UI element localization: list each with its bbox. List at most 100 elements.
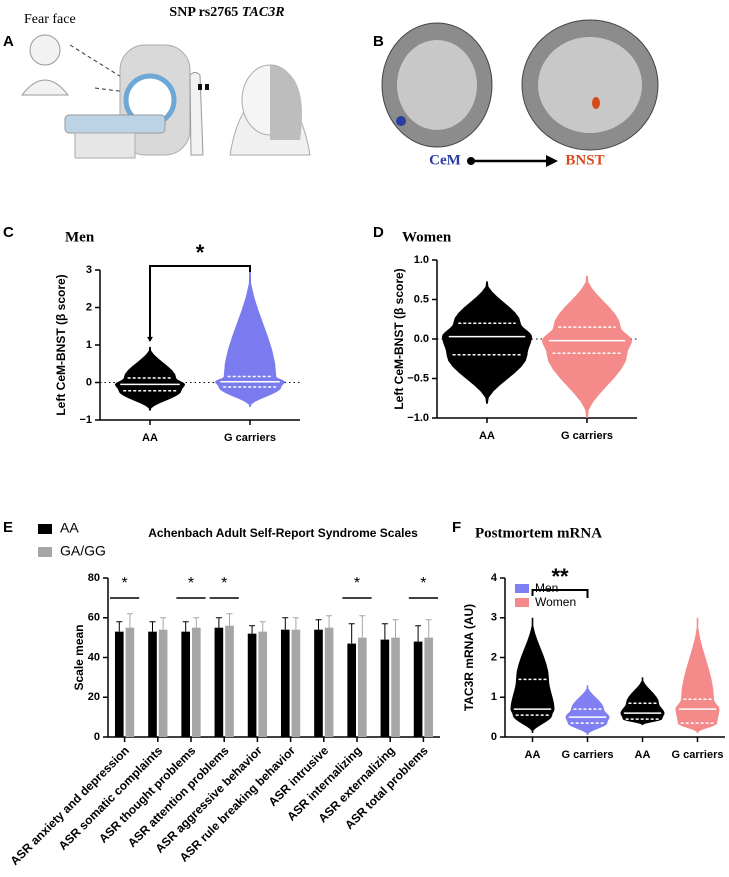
error-bar xyxy=(116,621,123,632)
error-bar xyxy=(292,617,299,630)
panel-letter: B xyxy=(373,33,384,50)
significance-label: * xyxy=(354,575,360,592)
bar xyxy=(158,629,168,737)
bar xyxy=(125,627,135,737)
x-tick-label: G carriers xyxy=(224,432,276,444)
panel-letter: E xyxy=(3,519,13,536)
title-gene: TAC3R xyxy=(242,5,285,20)
bar xyxy=(192,627,201,737)
y-tick-label: 1 xyxy=(491,691,497,703)
significance-bracket xyxy=(149,265,251,341)
chart-title: Postmortem mRNA xyxy=(475,525,602,541)
bar xyxy=(148,631,157,737)
bar xyxy=(358,637,367,737)
error-bar xyxy=(326,615,333,628)
y-tick-label: −0.5 xyxy=(407,372,429,384)
y-tick-label: −1 xyxy=(79,414,92,426)
y-tick-label: 20 xyxy=(88,691,100,703)
violin xyxy=(442,281,532,404)
error-bar xyxy=(149,621,156,632)
x-tick-label: AA xyxy=(142,432,158,444)
y-tick-label: 2 xyxy=(86,301,92,313)
y-axis-label: Scale mean xyxy=(72,624,86,690)
bar xyxy=(181,631,190,737)
bar xyxy=(380,639,390,737)
x-tick-label: AA xyxy=(525,749,541,761)
y-axis-label: Left CeM-BNST (β score) xyxy=(54,274,68,415)
bar xyxy=(280,629,290,737)
bar xyxy=(413,641,423,737)
bar xyxy=(114,631,124,737)
bar xyxy=(214,627,224,737)
significance-label: * xyxy=(188,575,194,592)
y-tick-label: −1.0 xyxy=(407,412,429,424)
x-tick-label: AA xyxy=(635,749,651,761)
chart-title: Women xyxy=(402,229,452,245)
significance-label: * xyxy=(420,575,426,592)
chart-title: Achenbach Adult Self-Report Syndrome Sca… xyxy=(148,526,418,540)
y-tick-label: 0 xyxy=(86,376,92,388)
panel-letter: D xyxy=(373,224,384,241)
stimulus-label: Fear face xyxy=(24,12,76,27)
significance-label: * xyxy=(196,240,205,265)
bar xyxy=(324,627,334,737)
error-bar xyxy=(425,619,432,638)
panel-letter: F xyxy=(452,519,461,536)
y-tick-label: 1.0 xyxy=(414,254,429,266)
bar xyxy=(291,629,301,737)
violin xyxy=(510,617,555,734)
y-axis-label: TAC3R mRNA (AU) xyxy=(462,604,476,711)
legend-swatch xyxy=(38,524,52,534)
y-tick-label: 40 xyxy=(88,651,100,663)
y-tick-label: 2 xyxy=(491,651,497,663)
error-bar xyxy=(182,621,189,632)
x-tick-label: G carriers xyxy=(672,749,724,761)
violin xyxy=(565,685,610,736)
bar xyxy=(391,637,400,737)
bar xyxy=(225,625,234,737)
error-bar xyxy=(226,613,233,626)
x-tick-label: G carriers xyxy=(562,749,614,761)
significance-bracket xyxy=(531,589,589,598)
error-bar xyxy=(348,623,355,644)
significance-label: * xyxy=(121,575,127,592)
error-bar xyxy=(160,617,167,630)
x-tick-label: AA xyxy=(479,430,495,442)
figure-title: SNP rs2765 TAC3R xyxy=(169,5,284,20)
legend-swatch xyxy=(38,547,52,557)
panel-letter: C xyxy=(3,224,14,241)
bar xyxy=(424,637,434,737)
error-bar xyxy=(282,617,289,630)
error-bar xyxy=(259,621,266,632)
y-axis-label: Left CeM-BNST (β score) xyxy=(392,268,406,409)
y-tick-label: 4 xyxy=(491,572,498,584)
bar xyxy=(347,643,356,737)
significance-label: ** xyxy=(551,564,569,589)
error-bar xyxy=(249,625,256,634)
bar xyxy=(258,631,268,737)
y-tick-label: 0.5 xyxy=(414,293,429,305)
region-label: CeM xyxy=(429,152,461,168)
error-bar xyxy=(359,615,366,638)
bar xyxy=(314,629,323,737)
error-bar xyxy=(126,613,133,628)
legend-label: Men xyxy=(535,581,558,595)
error-bar xyxy=(415,625,422,642)
error-bar xyxy=(392,619,399,638)
panel-letter: A xyxy=(3,33,14,50)
y-tick-label: 3 xyxy=(491,612,497,624)
error-bar xyxy=(381,623,388,640)
y-tick-label: 0.0 xyxy=(414,333,429,345)
y-tick-label: 80 xyxy=(88,572,100,584)
error-bar xyxy=(315,619,322,630)
legend-label: AA xyxy=(60,520,79,536)
error-bar xyxy=(215,617,222,628)
y-tick-label: 0 xyxy=(491,731,497,743)
brain-images xyxy=(381,19,659,167)
x-tick-label: G carriers xyxy=(561,430,613,442)
violin xyxy=(675,617,720,734)
y-tick-label: 3 xyxy=(86,264,92,276)
y-tick-label: 1 xyxy=(86,339,92,351)
chart-title: Men xyxy=(65,229,95,245)
